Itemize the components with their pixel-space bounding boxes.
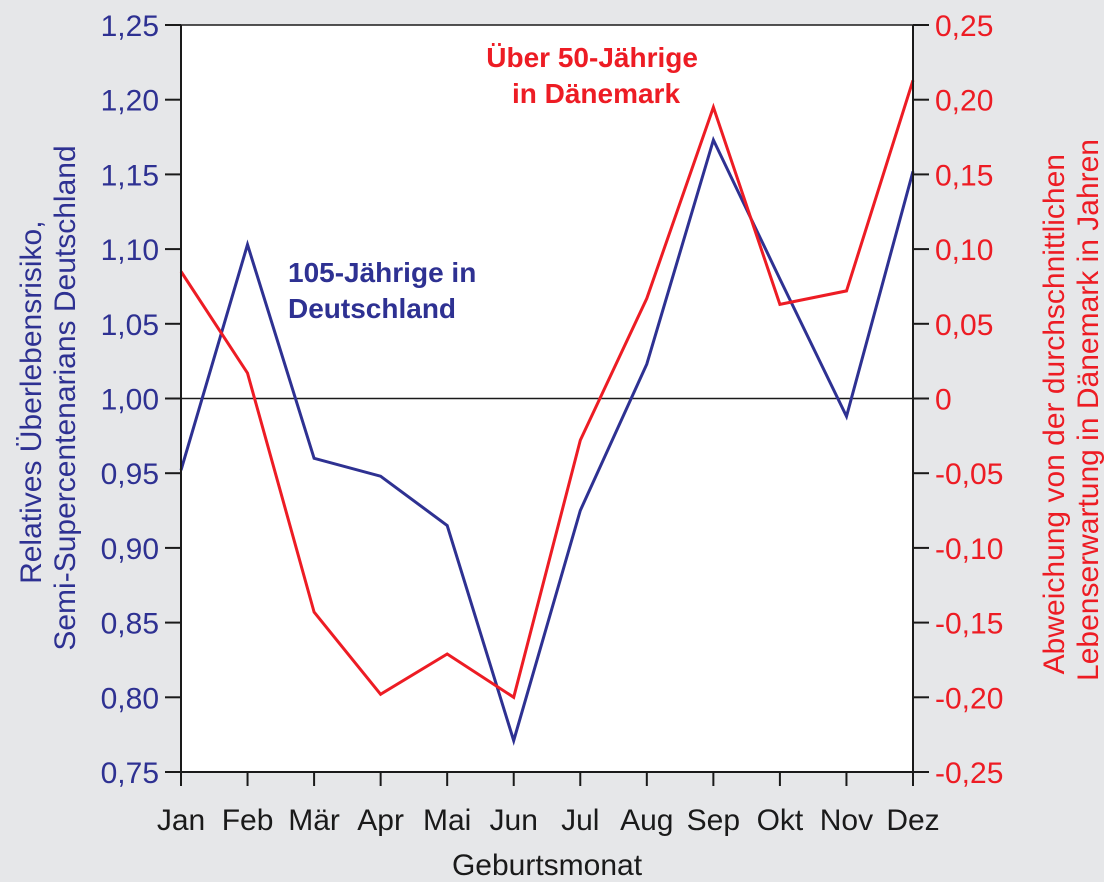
x-tick-label: Okt [757, 804, 804, 837]
x-tick-label: Jul [561, 804, 599, 837]
x-tick-label: Mai [423, 804, 471, 837]
right-tick-label: 0,10 [935, 234, 993, 267]
left-tick-label: 1,10 [101, 234, 159, 267]
series-label-germany-line-1: 105-Jährige in [288, 257, 476, 288]
right-axis-ticks: 0,25 0,20 0,15 0,10 0,05 0 -0,05 -0,10 -0,15 -0,2… [913, 10, 1003, 790]
right-tick-label: -0,15 [935, 608, 1003, 641]
left-tick-label: 0,90 [101, 533, 159, 566]
right-tick-label: 0,20 [935, 85, 993, 118]
x-axis-ticks: Jan Feb Mär Apr Mai Jun Jul Aug Sep Okt Nov Dez [157, 772, 940, 837]
series-label-denmark: Über 50-Jährige in Dänemark [486, 42, 705, 109]
left-axis-title: Relatives Überlebensrisiko, Semi-Superce… [15, 145, 82, 650]
right-tick-label: 0,15 [935, 159, 993, 192]
series-label-germany: 105-Jährige in Deutschland [288, 257, 484, 324]
left-tick-label: 1,15 [101, 159, 159, 192]
left-tick-label: 1,20 [101, 85, 159, 118]
x-tick-label: Jan [157, 804, 205, 837]
left-axis-ticks: 1,25 1,20 1,15 1,10 1,05 1,00 0,95 0,90 0,85 0,80… [101, 10, 181, 790]
series-line-denmark [179, 79, 915, 700]
x-tick-label: Feb [222, 804, 274, 837]
x-tick-label: Sep [687, 804, 740, 837]
right-tick-label: -0,25 [935, 757, 1003, 790]
left-tick-label: 1,05 [101, 309, 159, 342]
left-tick-label: 1,00 [101, 384, 159, 417]
x-tick-label: Mär [288, 804, 340, 837]
x-tick-label: Jun [490, 804, 538, 837]
right-tick-label: -0,05 [935, 458, 1003, 491]
series-label-denmark-line-1: Über 50-Jährige [486, 42, 698, 73]
left-axis-title-line-2: Semi-Supercentenarians Deutschland [49, 145, 82, 650]
right-tick-label: 0,05 [935, 309, 993, 342]
right-tick-label: 0 [935, 384, 952, 417]
series-label-germany-line-2: Deutschland [288, 293, 456, 324]
right-tick-label: -0,10 [935, 533, 1003, 566]
x-tick-label: Aug [620, 804, 673, 837]
left-tick-label: 0,80 [101, 682, 159, 715]
x-axis-title: Geburtsmonat [452, 849, 643, 882]
series-lines [179, 79, 915, 746]
right-axis-title: Abweichung von der durchschnittlichen Le… [1038, 139, 1104, 681]
left-axis-title-line-1: Relatives Überlebensrisiko, [15, 220, 48, 584]
right-axis-title-line-1: Abweichung von der durchschnittlichen [1038, 154, 1071, 674]
x-tick-label: Apr [357, 804, 404, 837]
right-tick-label: 0,25 [935, 10, 993, 43]
right-tick-label: -0,20 [935, 682, 1003, 715]
right-axis-title-line-2: Lebenserwartung in Dänemark in Jahren [1072, 139, 1104, 681]
x-tick-label: Dez [886, 804, 939, 837]
left-tick-label: 0,85 [101, 608, 159, 641]
left-tick-label: 1,25 [101, 10, 159, 43]
x-tick-label: Nov [820, 804, 873, 837]
left-tick-label: 0,75 [101, 757, 159, 790]
series-label-denmark-line-2: in Dänemark [512, 78, 680, 109]
left-tick-label: 0,95 [101, 458, 159, 491]
